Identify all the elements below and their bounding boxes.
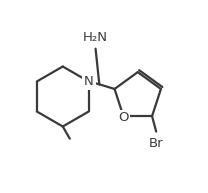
Text: H₂N: H₂N bbox=[83, 31, 108, 44]
Text: N: N bbox=[84, 75, 94, 88]
Text: Br: Br bbox=[149, 137, 163, 150]
Text: O: O bbox=[118, 111, 129, 124]
